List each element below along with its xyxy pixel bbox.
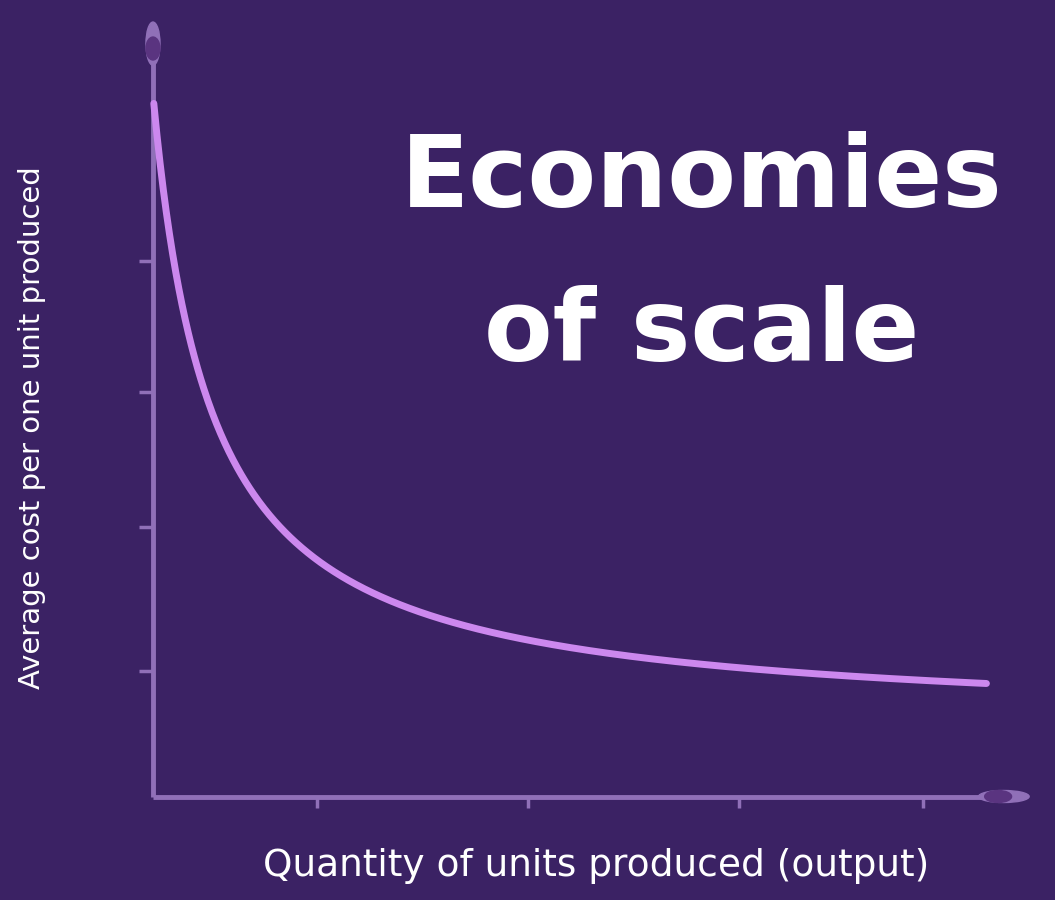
Ellipse shape — [146, 37, 160, 60]
Text: Average cost per one unit produced: Average cost per one unit produced — [18, 166, 45, 689]
Ellipse shape — [984, 790, 1012, 803]
Text: Economies: Economies — [401, 131, 1002, 229]
Ellipse shape — [979, 790, 1029, 803]
Text: of scale: of scale — [484, 284, 919, 382]
Text: Quantity of units produced (output): Quantity of units produced (output) — [263, 848, 929, 884]
Ellipse shape — [146, 22, 160, 66]
